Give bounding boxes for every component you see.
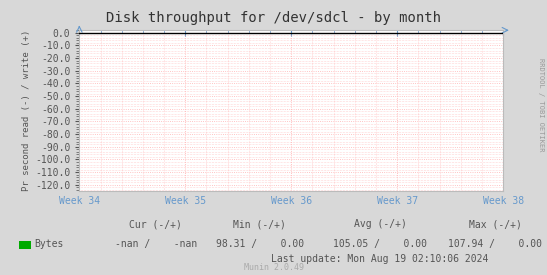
Text: Cur (-/+): Cur (-/+) — [130, 219, 182, 229]
Y-axis label: Pr second read (-) / write (+): Pr second read (-) / write (+) — [22, 30, 31, 191]
Text: Bytes: Bytes — [34, 239, 64, 249]
Text: 98.31 /    0.00: 98.31 / 0.00 — [216, 239, 304, 249]
Text: Max (-/+): Max (-/+) — [469, 219, 521, 229]
Text: RRDTOOL / TOBI OETIKER: RRDTOOL / TOBI OETIKER — [538, 58, 544, 151]
Text: Munin 2.0.49: Munin 2.0.49 — [243, 263, 304, 272]
Text: 105.05 /    0.00: 105.05 / 0.00 — [333, 239, 427, 249]
Text: Last update: Mon Aug 19 02:10:06 2024: Last update: Mon Aug 19 02:10:06 2024 — [271, 254, 489, 264]
Text: 107.94 /    0.00: 107.94 / 0.00 — [448, 239, 542, 249]
Text: Disk throughput for /dev/sdcl - by month: Disk throughput for /dev/sdcl - by month — [106, 11, 441, 25]
Text: -nan /    -nan: -nan / -nan — [115, 239, 197, 249]
Text: Min (-/+): Min (-/+) — [234, 219, 286, 229]
Text: Avg (-/+): Avg (-/+) — [354, 219, 406, 229]
